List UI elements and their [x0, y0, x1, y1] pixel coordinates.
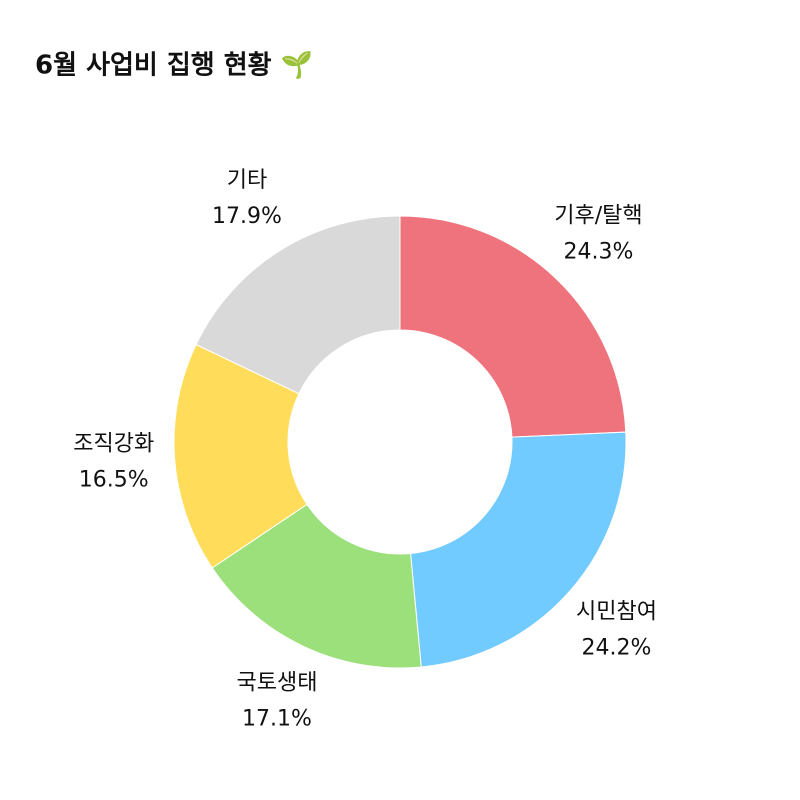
donut-slice: [173, 343, 308, 569]
donut-slice: [211, 503, 422, 669]
slice-value: 17.1%: [242, 706, 312, 731]
donut-slice: [399, 215, 627, 438]
slice-value: 16.5%: [79, 468, 149, 493]
slice-value: 24.3%: [563, 240, 633, 265]
donut-slice: [195, 215, 401, 395]
slice-value: 24.2%: [582, 635, 652, 660]
slice-label: 국토생태: [237, 670, 318, 695]
slice-label: 시민참여: [576, 599, 657, 624]
slice-label: 기후/탈핵: [554, 204, 642, 229]
chart-title: 6월 사업비 집행 현황 🌱: [35, 51, 313, 81]
donut-slice: [409, 431, 627, 668]
slice-label: 조직강화: [73, 432, 154, 457]
slice-value: 17.9%: [212, 204, 282, 229]
slice-label: 기타: [227, 168, 267, 193]
